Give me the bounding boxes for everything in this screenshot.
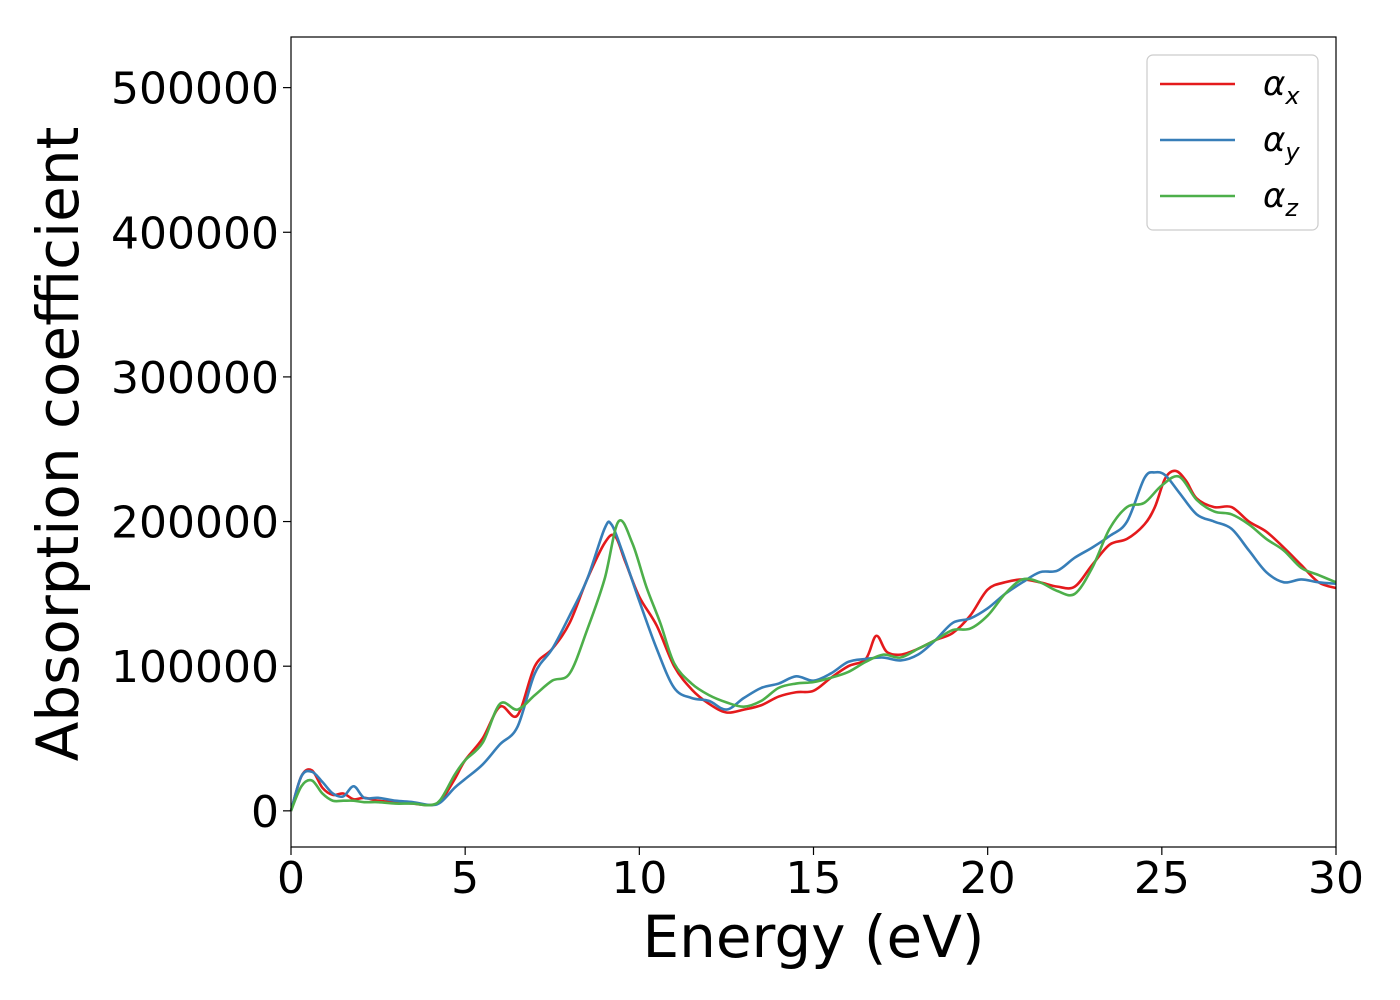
- x-tick-label: 0: [277, 853, 305, 904]
- y-tick-label: 500000: [111, 64, 279, 115]
- y-tick-label: 0: [251, 787, 279, 838]
- y-axis-title: Absorption coefficient: [24, 127, 92, 762]
- legend-label-alpha-x: αx: [1263, 64, 1300, 110]
- y-tick-label: 400000: [111, 208, 279, 259]
- series-line-alpha-y: [289, 470, 1337, 812]
- y-tick-label: 300000: [111, 353, 279, 404]
- legend-label-alpha-z: αz: [1263, 176, 1299, 222]
- x-tick-label: 20: [960, 853, 1016, 904]
- legend-box: [1146, 54, 1319, 231]
- x-tick-label: 5: [451, 853, 479, 904]
- x-tick-label: 30: [1308, 853, 1364, 904]
- x-axis-title: Energy (eV): [642, 903, 984, 971]
- legend: αx αy αz: [1146, 54, 1319, 231]
- y-tick-label: 100000: [111, 642, 279, 693]
- x-tick-label: 15: [786, 853, 842, 904]
- x-tick-label: 25: [1134, 853, 1190, 904]
- plot-lines: [289, 469, 1337, 812]
- legend-label-alpha-y: αy: [1263, 120, 1300, 166]
- x-axis: 0 5 10 15 20 25 30: [277, 847, 1364, 904]
- y-tick-label: 200000: [111, 498, 279, 549]
- series-line-alpha-x: [289, 469, 1337, 812]
- x-tick-label: 10: [611, 853, 667, 904]
- series-line-alpha-z: [289, 474, 1337, 812]
- y-axis: 0 100000 200000 300000 400000 500000: [111, 64, 291, 838]
